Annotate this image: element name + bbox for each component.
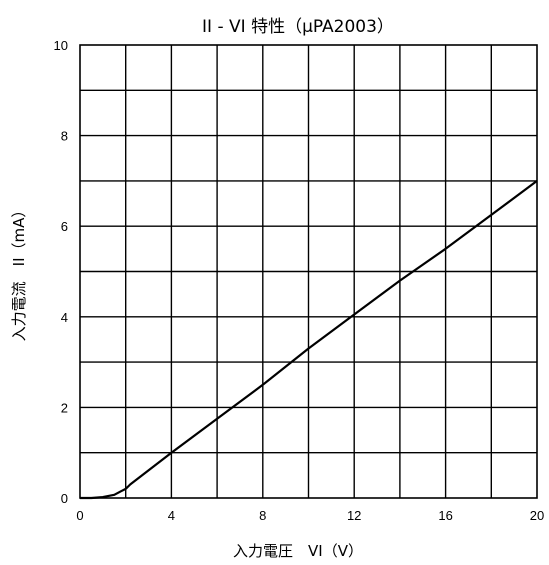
y-tick-label: 6: [61, 219, 68, 234]
y-tick-label: 4: [61, 310, 68, 325]
x-tick-label: 12: [347, 508, 361, 523]
x-tick-label: 16: [438, 508, 452, 523]
tick-labels: 0 4 8 12 16 20 0 2 4 6 8 10: [54, 38, 545, 523]
grid: [80, 45, 537, 498]
x-axis-title: 入力電圧 VI（V）: [233, 542, 363, 560]
plot-frame: [79, 44, 538, 499]
chart-title: II - VI 特性（μPA2003）: [202, 17, 394, 37]
y-tick-label: 10: [54, 38, 68, 53]
y-tick-label: 2: [61, 400, 68, 415]
x-tick-label: 8: [259, 508, 266, 523]
y-tick-label: 8: [61, 129, 68, 144]
y-tick-label: 0: [61, 491, 68, 506]
y-axis-title: 入力電流 II（mA）: [10, 203, 28, 342]
x-tick-label: 0: [76, 508, 83, 523]
x-tick-label: 4: [168, 508, 175, 523]
x-tick-label: 20: [530, 508, 544, 523]
series-line: [80, 180, 538, 500]
